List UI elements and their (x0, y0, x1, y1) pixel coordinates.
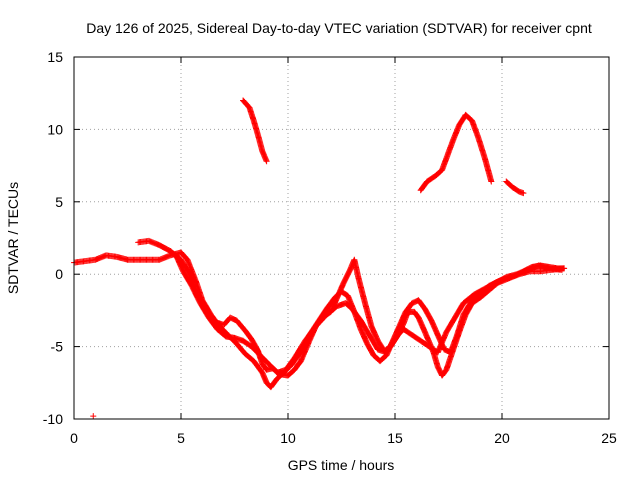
x-tick-label: 5 (177, 430, 185, 446)
data-point-marker (558, 266, 565, 273)
y-tick-label: 0 (55, 266, 63, 282)
series-track-e (417, 111, 495, 194)
x-axis-label: GPS time / hours (288, 457, 395, 473)
series-track-g (90, 413, 97, 420)
y-tick-label: 5 (55, 194, 63, 210)
data-point-marker (90, 413, 97, 420)
x-tick-label: 10 (280, 430, 296, 446)
x-tick-label: 20 (494, 430, 510, 446)
x-tick-label: 15 (387, 430, 403, 446)
y-tick-label: 10 (47, 121, 63, 137)
x-tick-label: 0 (70, 430, 78, 446)
series-track-f (503, 178, 527, 197)
y-tick-label: -5 (51, 339, 64, 355)
data-points (71, 97, 568, 420)
y-tick-label: 15 (47, 49, 63, 65)
x-tick-label: 25 (601, 430, 617, 446)
plot-frame (73, 56, 610, 420)
chart-title: Day 126 of 2025, Sidereal Day-to-day VTE… (86, 20, 592, 36)
data-point-marker (263, 158, 270, 165)
axis-ticks: 0 5 10 15 20 25 -10 -5 0 5 10 15 (43, 49, 617, 446)
series-track-c (167, 248, 565, 376)
y-axis-label: SDTVAR / TECUs (5, 182, 21, 294)
data-point-marker (488, 178, 495, 185)
series-track-d (240, 97, 270, 165)
data-point-marker (520, 190, 527, 197)
y-tick-label: -10 (43, 411, 63, 427)
grid-lines (74, 57, 609, 419)
